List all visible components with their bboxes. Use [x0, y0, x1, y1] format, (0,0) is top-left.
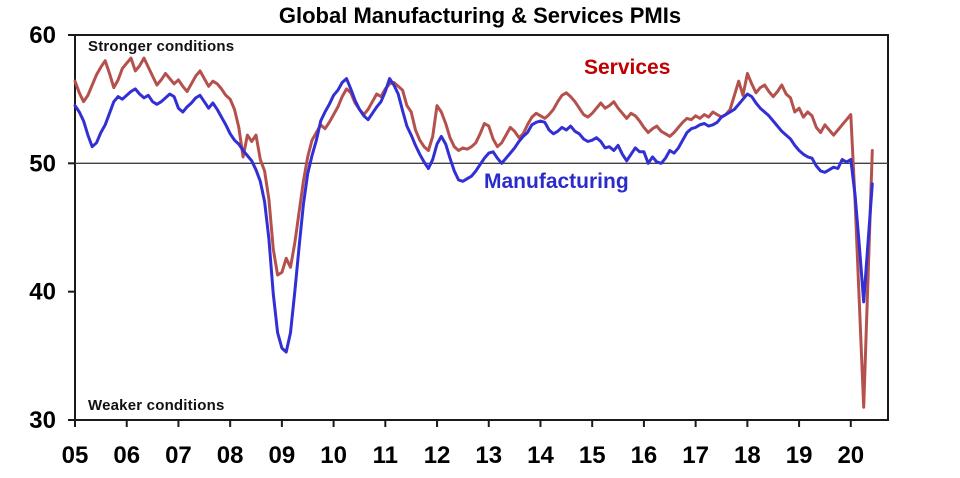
x-axis-label: 09: [269, 442, 296, 469]
annotation-weaker-conditions: Weaker conditions: [88, 397, 225, 414]
y-axis-label: 30: [29, 407, 56, 434]
x-axis-label: 08: [217, 442, 244, 469]
manufacturing-line: [73, 77, 874, 354]
services-line: [73, 56, 874, 409]
x-axis-label: 13: [475, 442, 502, 469]
chart-title: Global Manufacturing & Services PMIs: [278, 3, 682, 28]
x-axis-label: 14: [527, 442, 554, 469]
services-series-label: Services: [584, 56, 671, 79]
x-axis-label: 19: [786, 442, 813, 469]
y-axis-label: 60: [29, 22, 56, 49]
x-axis-label: 10: [320, 442, 347, 469]
manufacturing-series-label: Manufacturing: [484, 170, 629, 193]
x-axis-label: 18: [734, 442, 761, 469]
x-axis-label: 11: [373, 442, 398, 469]
x-axis-label: 05: [62, 442, 89, 469]
y-axis-label: 50: [29, 150, 56, 177]
x-axis-label: 07: [165, 442, 192, 469]
x-axis-label: 16: [631, 442, 658, 469]
x-axis-label: 20: [837, 442, 864, 469]
annotation-stronger-conditions: Stronger conditions: [88, 38, 235, 55]
x-axis-label: 06: [113, 442, 140, 469]
x-axis-label: 17: [682, 442, 709, 469]
x-axis-label: 15: [579, 442, 606, 469]
x-axis-label: 12: [424, 442, 451, 469]
plot-frame: [74, 34, 889, 421]
y-axis-label: 40: [29, 279, 56, 306]
